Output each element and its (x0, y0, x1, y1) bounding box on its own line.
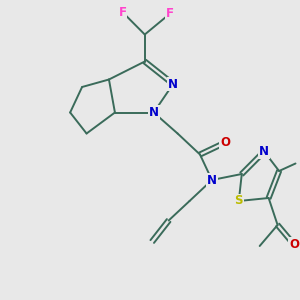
Text: O: O (289, 238, 299, 251)
Text: O: O (220, 136, 230, 149)
Text: N: N (259, 145, 269, 158)
Text: N: N (207, 173, 217, 187)
Text: N: N (149, 106, 159, 119)
Text: F: F (118, 5, 126, 19)
Text: S: S (235, 194, 243, 208)
Text: F: F (166, 7, 174, 20)
Text: N: N (168, 77, 178, 91)
